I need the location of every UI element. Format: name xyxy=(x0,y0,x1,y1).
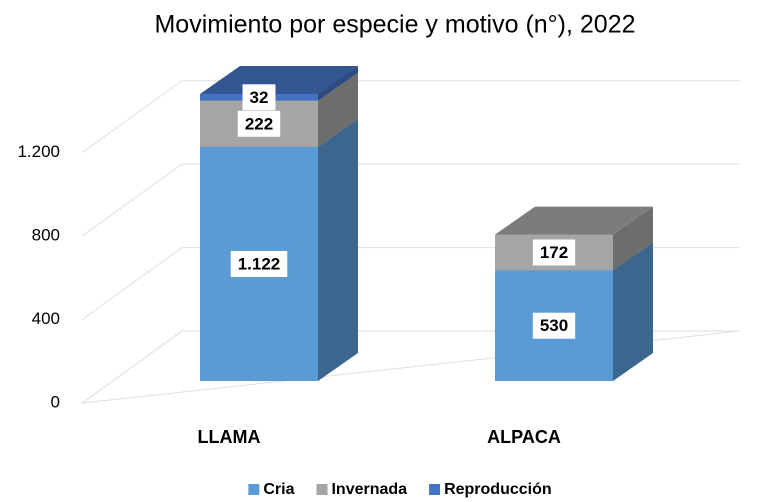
chart-title: Movimiento por especie y motivo (n°), 20… xyxy=(154,11,635,39)
grid-line xyxy=(81,163,740,237)
legend-swatch xyxy=(248,484,260,495)
legend-swatch xyxy=(316,484,328,495)
value-label-text: 222 xyxy=(245,114,273,133)
bar-side xyxy=(318,118,358,381)
value-label-box xyxy=(230,250,288,277)
bar-side xyxy=(318,65,358,101)
value-label-box xyxy=(532,239,576,266)
x-tick-label: ALPACA xyxy=(487,427,561,447)
value-label-text: 530 xyxy=(540,316,568,335)
value-label: 1.122 xyxy=(230,250,288,277)
value-label-text: 172 xyxy=(540,243,568,262)
value-label-box xyxy=(532,312,576,339)
value-label: 530 xyxy=(532,312,576,339)
y-tick-label: 0 xyxy=(51,392,60,411)
bar-side xyxy=(318,72,358,147)
value-label-text: 32 xyxy=(250,88,269,107)
value-label: 172 xyxy=(532,239,576,266)
bar-top xyxy=(495,206,653,235)
grid-line xyxy=(81,80,740,154)
x-tick-label: LLAMA xyxy=(198,427,261,447)
value-label-box xyxy=(242,84,276,111)
bar-top xyxy=(200,65,358,94)
bar-side xyxy=(613,242,653,381)
value-label-box xyxy=(237,110,281,137)
y-tick-label: 1.200 xyxy=(17,142,60,161)
value-label: 222 xyxy=(237,110,281,137)
value-label-text: 1.122 xyxy=(238,254,281,273)
legend: Cria Invernada Reproducción xyxy=(248,481,552,498)
y-tick-label: 400 xyxy=(32,309,60,328)
value-label: 32 xyxy=(242,84,276,111)
legend-label: Invernada xyxy=(331,481,407,498)
legend-label: Reproducción xyxy=(444,481,552,498)
bar-side xyxy=(613,206,653,271)
y-tick-label: 800 xyxy=(32,226,60,245)
legend-label: Cria xyxy=(263,481,294,498)
legend-swatch xyxy=(429,484,441,495)
